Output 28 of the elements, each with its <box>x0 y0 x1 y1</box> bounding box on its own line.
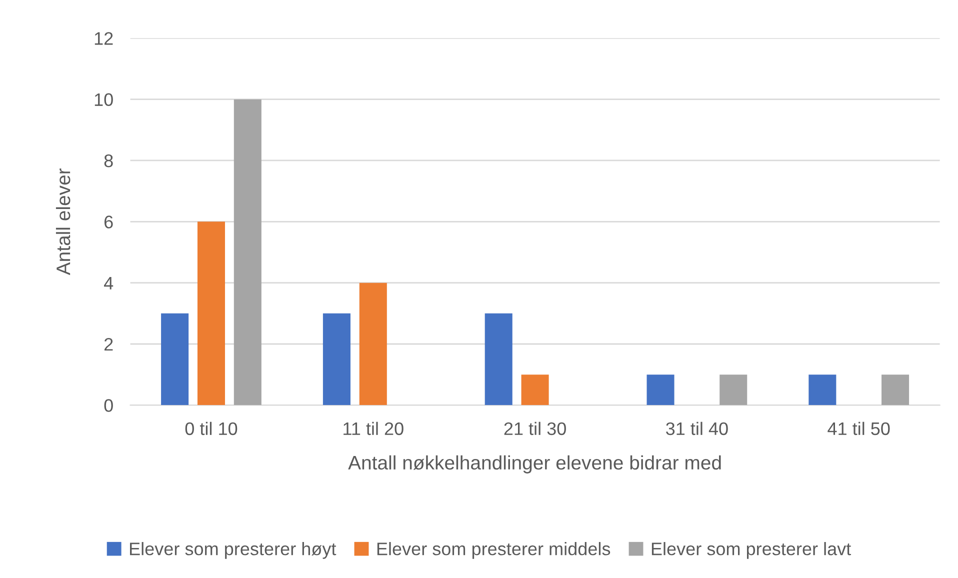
bar <box>521 374 549 406</box>
y-tick-label: 4 <box>104 276 114 290</box>
bar <box>359 282 387 406</box>
legend-label: Elever som presterer lavt <box>652 542 852 559</box>
y-axis-title: Antall elever <box>56 168 70 276</box>
x-tick-label: 0 til 10 <box>185 422 238 436</box>
bar <box>322 313 350 406</box>
legend-label: Elever som presterer høyt <box>130 542 336 559</box>
bar <box>808 374 836 406</box>
bar <box>720 374 748 406</box>
x-tick-label: 41 til 50 <box>828 422 890 436</box>
y-tick-label: 10 <box>94 93 113 106</box>
y-tick-label: 6 <box>104 216 113 228</box>
y-tick-label: 0 <box>104 399 113 412</box>
bar <box>197 222 225 406</box>
x-tick-label: 31 til 40 <box>666 422 728 436</box>
y-tick-label: 12 <box>94 32 113 45</box>
x-tick-label: 21 til 30 <box>504 422 566 436</box>
bar <box>161 313 189 406</box>
x-tick-label: 11 til 20 <box>344 422 404 436</box>
x-axis-title: Antall nøkkelhandlinger elevene bidrar med <box>348 455 721 474</box>
bar <box>234 99 262 406</box>
bar <box>882 374 910 406</box>
bar <box>646 374 674 406</box>
legend-label: Elever som presterer middels <box>377 542 610 559</box>
y-tick-label: 8 <box>104 154 113 168</box>
bar <box>484 313 512 406</box>
y-tick-label: 2 <box>104 338 113 351</box>
